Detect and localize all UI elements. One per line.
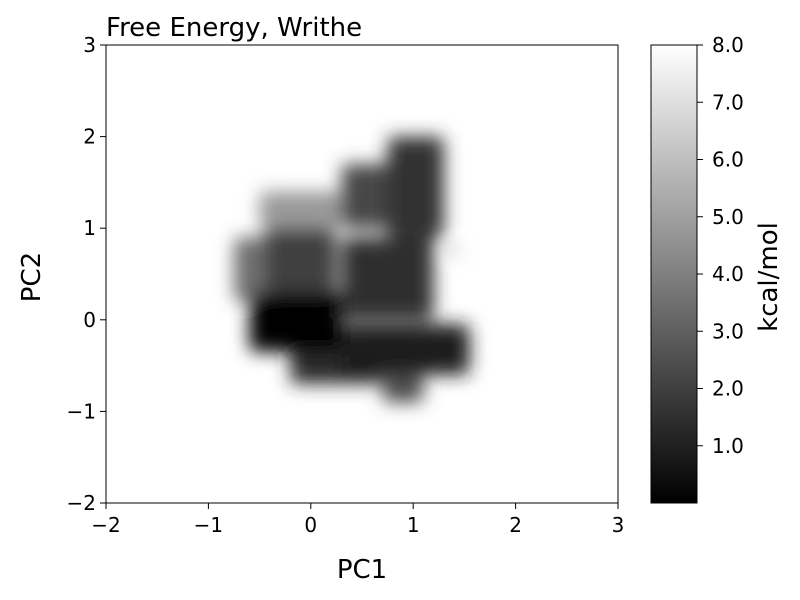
heatmap-region [443, 244, 460, 254]
plot-frame [105, 44, 619, 504]
x-tick-label: 1 [407, 513, 420, 537]
heatmap-region [249, 292, 342, 352]
colorbar-tick-label: 2.0 [712, 377, 744, 401]
x-tick-label: 0 [304, 513, 317, 537]
heatmap-region [341, 237, 434, 320]
y-tick-label: 2 [83, 125, 96, 149]
colorbar-tick-label: 6.0 [712, 148, 744, 172]
x-tick-label: 2 [509, 513, 522, 537]
colorbar-tick-label: 8.0 [712, 33, 744, 57]
y-tick-label: −2 [67, 491, 96, 515]
y-tick-label: 0 [83, 308, 96, 332]
colorbar-tick-label: 3.0 [712, 319, 744, 343]
x-tick-label: −2 [91, 513, 120, 537]
x-tick-label: 3 [612, 513, 625, 537]
x-tick-label: −1 [194, 513, 223, 537]
colorbar-axis: 1.0 2.0 3.0 4.0 5.0 6.0 7.0 8.0 [697, 33, 744, 458]
y-axis: −2 −1 0 1 2 3 [67, 33, 106, 515]
heatmap-region [341, 164, 393, 229]
colorbar [651, 45, 697, 503]
heatmap-region [259, 191, 342, 229]
heatmap-regions [234, 136, 470, 403]
colorbar-tick-label: 1.0 [712, 434, 744, 458]
colorbar-tick-label: 7.0 [712, 90, 744, 114]
x-axis-label: PC1 [337, 555, 387, 585]
heatmap-region [382, 374, 424, 403]
heatmap-region [234, 237, 270, 302]
colorbar-tick-label: 4.0 [712, 262, 744, 286]
chart-title: Free Energy, Writhe [106, 13, 362, 43]
y-tick-label: 1 [83, 216, 96, 240]
y-tick-label: 3 [83, 33, 96, 57]
y-tick-label: −1 [67, 399, 96, 423]
x-axis: −2 −1 0 1 2 3 [91, 503, 624, 537]
heatmap-region [264, 228, 337, 293]
colorbar-tick-label: 5.0 [712, 205, 744, 229]
colorbar-label: kcal/mol [754, 222, 784, 332]
heatmap-region [387, 136, 444, 238]
heatmap-region [341, 324, 470, 375]
y-axis-label: PC2 [17, 252, 47, 302]
